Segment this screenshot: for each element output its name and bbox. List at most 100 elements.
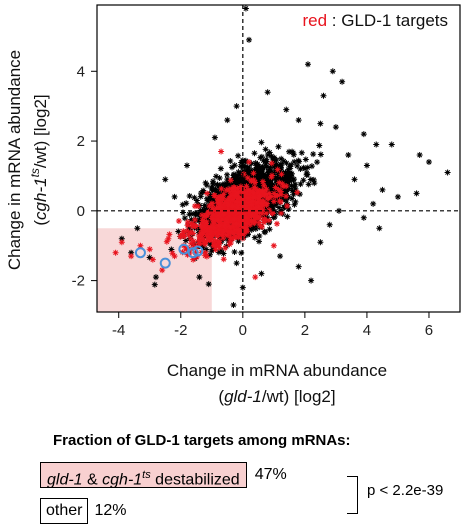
data-point-0	[282, 197, 289, 204]
outlier-point-0	[171, 193, 178, 200]
data-point-0	[296, 191, 303, 198]
outlier-point-0	[379, 186, 386, 193]
data-point-1	[212, 228, 219, 235]
data-point-0	[243, 178, 250, 185]
data-point-1	[237, 183, 244, 190]
data-point-0	[206, 240, 213, 247]
data-point-1	[199, 212, 206, 219]
data-point-1	[261, 216, 268, 223]
data-point-1	[220, 235, 227, 242]
data-point-1	[216, 200, 223, 207]
data-point-0	[276, 204, 283, 211]
data-point-0	[215, 249, 222, 256]
data-point-0	[253, 162, 260, 169]
data-point-1	[225, 198, 232, 205]
outlier-point-1	[112, 249, 119, 256]
legend-red-word: red	[302, 11, 327, 30]
data-point-0	[236, 171, 243, 178]
data-point-1	[183, 246, 190, 253]
data-point-1	[226, 241, 233, 248]
data-point-1	[223, 219, 230, 226]
data-point-0	[305, 181, 312, 188]
points-layer	[112, 5, 451, 309]
data-point-1	[257, 206, 264, 213]
highlighted-point	[178, 243, 190, 255]
data-point-0	[256, 170, 263, 177]
data-point-0	[253, 174, 260, 181]
data-point-0	[262, 161, 269, 168]
data-point-0	[269, 183, 276, 190]
data-point-0	[284, 213, 291, 220]
data-point-1	[244, 216, 251, 223]
data-point-1	[263, 191, 270, 198]
data-point-1	[235, 202, 242, 209]
data-point-1	[255, 203, 262, 210]
data-point-1	[245, 186, 252, 193]
data-point-0	[209, 181, 216, 188]
data-point-1	[268, 174, 275, 181]
data-point-1	[248, 212, 255, 219]
data-point-0	[230, 171, 237, 178]
data-point-1	[230, 184, 237, 191]
data-point-1	[213, 205, 220, 212]
data-point-1	[227, 223, 234, 230]
data-point-1	[236, 220, 243, 227]
data-point-0	[252, 225, 259, 232]
data-point-1	[203, 253, 210, 260]
x-tick-label: 4	[363, 322, 371, 339]
data-point-0	[308, 163, 315, 170]
data-point-1	[217, 210, 224, 217]
data-point-1	[258, 210, 265, 217]
data-point-1	[207, 226, 214, 233]
outlier-point-0	[183, 162, 190, 169]
data-point-0	[277, 161, 284, 168]
data-point-1	[211, 192, 218, 199]
data-point-0	[251, 168, 258, 175]
data-point-1	[238, 220, 245, 227]
data-point-1	[242, 202, 249, 209]
data-point-1	[217, 203, 224, 210]
data-point-0	[266, 170, 273, 177]
data-point-1	[213, 242, 220, 249]
data-point-1	[250, 194, 257, 201]
data-point-1	[237, 227, 244, 234]
destab-sup: ts	[142, 469, 151, 481]
data-point-0	[175, 228, 182, 235]
data-point-0	[231, 162, 238, 169]
data-point-1	[271, 190, 278, 197]
outlier-point-0	[230, 302, 237, 309]
data-point-0	[248, 226, 255, 233]
data-point-1	[248, 178, 255, 185]
data-point-0	[265, 209, 272, 216]
outlier-point-0	[162, 176, 169, 183]
outlier-point-0	[320, 92, 327, 99]
data-point-1	[250, 205, 257, 212]
data-point-0	[181, 215, 188, 222]
data-point-1	[255, 195, 262, 202]
data-point-1	[263, 202, 270, 209]
y-tick-label: 2	[77, 133, 85, 150]
other-row: other 12%	[40, 498, 127, 524]
data-point-0	[248, 160, 255, 167]
outlier-point-1	[137, 242, 144, 249]
outlier-point-0	[304, 61, 311, 68]
data-point-0	[186, 224, 193, 231]
data-point-1	[276, 197, 283, 204]
data-point-0	[235, 152, 242, 159]
data-point-0	[266, 202, 273, 209]
data-point-1	[278, 210, 285, 217]
data-point-1	[222, 245, 229, 252]
outlier-point-1	[171, 253, 178, 260]
data-point-0	[285, 185, 292, 192]
outlier-point-0	[118, 235, 125, 242]
data-point-1	[223, 231, 230, 238]
outlier-point-0	[425, 158, 432, 165]
data-point-0	[204, 197, 211, 204]
data-point-0	[300, 177, 307, 184]
axes: -4 -2 0 2 4 6 -2 0 2 4	[72, 4, 461, 339]
data-point-0	[151, 281, 158, 288]
data-point-1	[204, 190, 211, 197]
data-point-0	[240, 167, 247, 174]
data-point-0	[262, 146, 269, 153]
data-point-1	[274, 166, 281, 173]
